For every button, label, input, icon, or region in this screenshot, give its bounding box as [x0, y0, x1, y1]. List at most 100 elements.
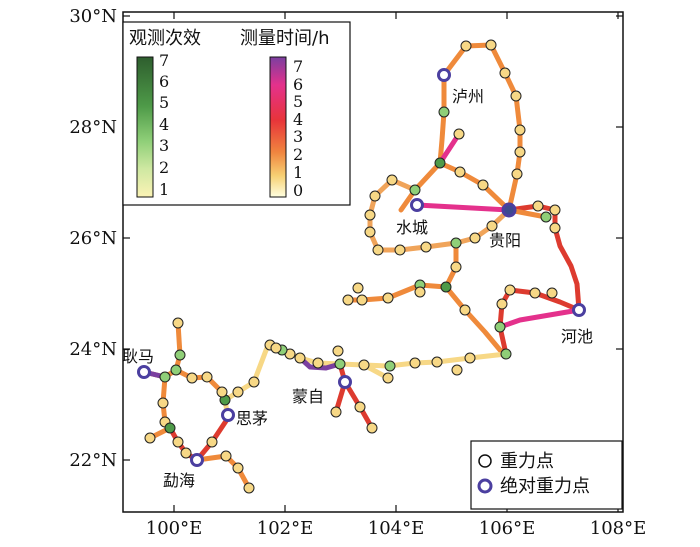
absolute-gravity-point — [190, 453, 204, 467]
absolute-gravity-point — [572, 303, 586, 317]
y-tick-labels: 30°N 28°N 26°N 24°N 22°N — [69, 6, 117, 471]
obs-count-label: 2 — [159, 158, 169, 177]
gravity-point — [529, 287, 541, 299]
gravity-point — [450, 261, 462, 273]
gravity-point — [504, 284, 516, 296]
gravity-point — [312, 357, 324, 369]
gravity-point — [486, 220, 498, 232]
absolute-gravity-point — [437, 68, 451, 82]
gravity-point — [164, 422, 176, 434]
gravity-point — [549, 204, 561, 216]
route-segment — [497, 307, 582, 330]
colorbar-legend: 观测次效 测量时间/h 7 6 5 4 3 2 1 7 6 5 4 3 2 1 … — [122, 21, 351, 206]
gravity-point — [216, 386, 228, 398]
gravity-point — [431, 356, 443, 368]
x-tick-label: 104°E — [368, 518, 425, 539]
route-segment — [194, 453, 252, 491]
duration-label: 5 — [293, 92, 303, 111]
y-tick-label: 22°N — [69, 450, 117, 471]
colorbar-obs-count — [136, 56, 154, 198]
absolute-gravity-point — [501, 202, 517, 218]
y-tick-label: 26°N — [69, 228, 117, 249]
gravity-point — [382, 292, 394, 304]
duration-label: 0 — [293, 181, 303, 200]
obs-count-label: 5 — [159, 93, 169, 112]
gravity-point — [248, 376, 260, 388]
duration-label: 7 — [293, 57, 303, 76]
city-label-gengma: 耿马 — [122, 347, 154, 366]
gravity-point — [494, 321, 506, 333]
city-label-hechi: 河池 — [561, 327, 593, 346]
obs-count-label: 6 — [159, 72, 169, 91]
city-label-shuicheng: 水城 — [396, 218, 428, 237]
gravity-point — [144, 432, 156, 444]
gravity-point — [496, 298, 508, 310]
gravity-point — [485, 39, 497, 51]
absolute-gravity-point — [221, 408, 235, 422]
route-segment — [437, 131, 462, 166]
gravity-point — [201, 371, 213, 383]
gravity-point — [172, 317, 184, 329]
gravity-point — [364, 209, 376, 221]
gravity-point — [532, 200, 544, 212]
colorbar-legend-box — [122, 21, 351, 206]
gravity-point — [270, 342, 282, 354]
gravity-point — [414, 286, 426, 298]
gravity-point — [369, 190, 381, 202]
gravity-point — [409, 184, 421, 196]
duration-label: 1 — [293, 163, 303, 182]
gravity-point — [206, 436, 218, 448]
gravity-point — [330, 406, 342, 418]
gravity-point — [450, 237, 462, 249]
city-label-guiyang: 贵阳 — [489, 231, 521, 250]
gravity-point — [451, 364, 463, 376]
gravity-point — [382, 372, 394, 384]
absolute-gravity-point — [410, 198, 424, 212]
colorbar-title-duration: 测量时间/h — [240, 28, 329, 49]
gravity-point — [499, 67, 511, 79]
gravity-point — [220, 450, 232, 462]
gravity-point — [546, 287, 558, 299]
gravity-point-legend-icon — [478, 454, 492, 468]
gravity-point — [157, 397, 169, 409]
gravity-point — [434, 157, 446, 169]
gravity-point — [332, 345, 344, 357]
gravity-point — [358, 359, 370, 371]
duration-label: 3 — [293, 127, 303, 146]
gravity-points — [144, 39, 561, 494]
obs-count-label: 4 — [159, 115, 169, 134]
y-tick-label: 24°N — [69, 339, 117, 360]
gravity-point — [459, 304, 471, 316]
gravity-point — [384, 360, 396, 372]
gravity-point — [342, 294, 354, 306]
gravity-point — [172, 436, 184, 448]
map-frame — [122, 11, 624, 513]
gravity-point — [243, 482, 255, 494]
gravity-point — [356, 294, 368, 306]
colorbar-title-obs-count: 观测次效 — [129, 28, 201, 49]
gravity-point — [464, 352, 476, 364]
route-segment — [173, 367, 228, 403]
gravity-point — [372, 244, 384, 256]
city-label-luzhou: 泸州 — [452, 87, 484, 106]
gravity-point — [514, 146, 526, 158]
gravity-point — [294, 352, 306, 364]
city-label-simao: 思茅 — [236, 409, 268, 428]
gravity-point — [500, 348, 512, 360]
absolute-gravity-point-legend-icon — [477, 478, 493, 494]
gravity-point — [420, 241, 432, 253]
gravity-point — [232, 386, 244, 398]
route-segment — [222, 342, 509, 421]
gravity-point — [394, 244, 406, 256]
route-segment — [437, 160, 512, 213]
y-tick-label: 28°N — [69, 117, 117, 138]
obs-count-label: 3 — [159, 136, 169, 155]
gravity-point — [453, 128, 465, 140]
route-segment — [398, 72, 447, 213]
point-legend-box — [470, 440, 623, 510]
legend-gravity-point-label: 重力点 — [500, 451, 554, 472]
x-tick-label: 108°E — [590, 518, 647, 539]
obs-count-label: 7 — [159, 51, 169, 70]
gravity-point — [454, 166, 466, 178]
